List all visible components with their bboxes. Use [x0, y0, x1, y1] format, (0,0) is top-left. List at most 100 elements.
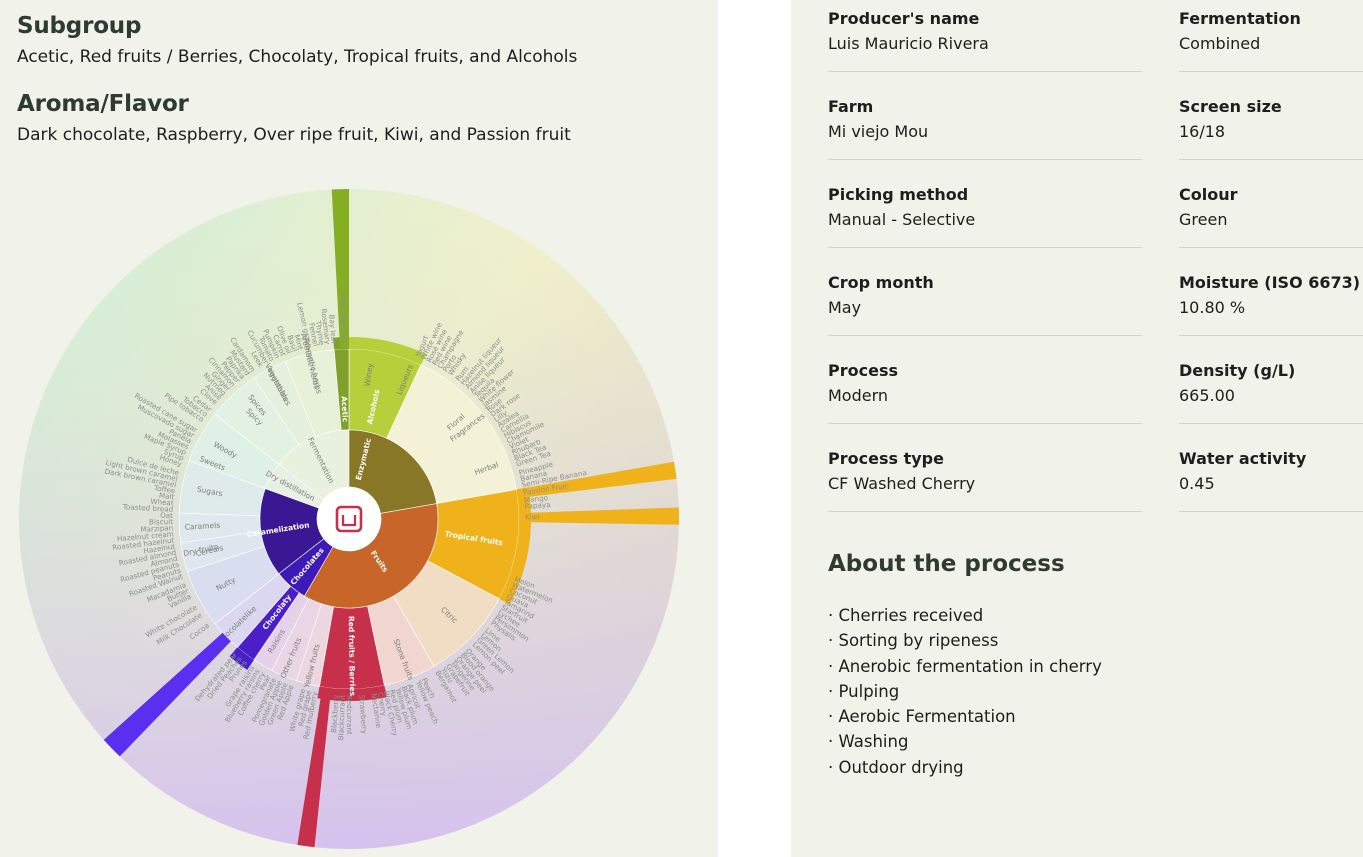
wheel-segment-chocolaty-band — [229, 647, 254, 670]
process-step: · Cherries received — [828, 606, 984, 625]
flavor-label-strawberry: Strawberry — [357, 694, 369, 735]
detail-value: Manual - Selective — [828, 210, 976, 229]
divider — [1179, 511, 1363, 512]
process-step: · Anerobic fermentation in cherry — [828, 656, 1102, 676]
detail-screen-size: Screen size 16/18 — [1179, 88, 1363, 176]
detail-label: Water activity — [1179, 449, 1307, 468]
detail-farm: Farm Mi viejo Mou — [828, 88, 1142, 176]
divider — [828, 335, 1142, 336]
process-step: · Sorting by ripeness — [828, 631, 999, 651]
detail-value: Green — [1179, 210, 1228, 229]
divider — [828, 159, 1142, 160]
detail-label: Fermentation — [1179, 9, 1301, 28]
divider — [828, 511, 1142, 512]
detail-label: Colour — [1179, 185, 1238, 204]
flavor-label-oat: Oat — [160, 511, 173, 520]
flavor-label-blackberry: Blackberry — [329, 693, 341, 733]
detail-value: Combined — [1179, 34, 1261, 53]
divider — [1179, 423, 1363, 424]
divider — [1179, 71, 1363, 72]
detail-value: Modern — [828, 386, 889, 405]
detail-label: Crop month — [828, 273, 934, 292]
detail-value: 10.80 % — [1179, 298, 1246, 317]
process-step: · Aerobic Fermentation — [828, 707, 1016, 727]
detail-process-type: Process type CF Washed Cherry — [828, 440, 1142, 528]
detail-value: 0.45 — [1179, 474, 1215, 493]
details-right-column: Fermentation Combined Screen size 16/18 … — [1179, 0, 1363, 528]
divider — [828, 247, 1142, 248]
process-steps-list: · Cherries received · Sorting by ripenes… — [828, 603, 1102, 780]
process-step: · Outdoor drying — [828, 757, 964, 777]
detail-water-activity: Water activity 0.45 — [1179, 440, 1363, 528]
highlight-raspberry[interactable] — [297, 686, 332, 848]
flavor-label-thyme: Thyme — [314, 319, 327, 346]
flavor-label-over-ripe-fruit: Over ripe fruit — [339, 292, 349, 343]
subgroup-title: Subgroup — [17, 13, 142, 39]
detail-value: CF Washed Cherry — [828, 474, 976, 493]
flavor-label-mint: Mint — [292, 333, 305, 351]
detail-producer: Producer's name Luis Mauricio Rivera — [828, 0, 1142, 88]
wheel-segment-alcohols-band — [349, 337, 426, 365]
detail-colour: Colour Green — [1179, 176, 1363, 264]
detail-label: Farm — [828, 97, 874, 116]
flavor-label-blackcurrant: Blackcurrant — [336, 695, 347, 741]
segment-label-winey: Winey — [363, 362, 375, 387]
right-panel — [791, 0, 1363, 857]
detail-value: May — [828, 298, 862, 317]
flavor-label-biscuit: Biscuit — [149, 517, 173, 526]
detail-label: Picking method — [828, 185, 969, 204]
highlight-dark-chocolate[interactable] — [103, 632, 231, 757]
detail-fermentation: Fermentation Combined — [1179, 0, 1363, 88]
detail-label: Producer's name — [828, 9, 980, 28]
highlight-passion-fruit[interactable] — [516, 461, 677, 499]
flavor-label-marzipan: Marzipan — [140, 523, 173, 534]
highlight-over-ripe-fruit[interactable] — [331, 189, 349, 350]
detail-process: Process Modern — [828, 352, 1142, 440]
flavor-label-wheat: Wheat — [150, 497, 174, 508]
detail-label: Process — [828, 361, 898, 380]
divider — [1179, 159, 1363, 160]
flavor-label-papaya: Papaya — [524, 500, 551, 511]
detail-value: Mi viejo Mou — [828, 122, 929, 141]
flavor-label-toffee: Toffee — [152, 483, 176, 495]
logo-icon-glyph — [341, 515, 357, 527]
detail-label: Screen size — [1179, 97, 1282, 116]
flavor-label-rosemary: Rosemary — [319, 308, 332, 345]
flavor-label-bay-leaf: Bay leaf — [327, 314, 339, 344]
flavor-label-fennel: Fennel — [307, 322, 320, 347]
divider — [828, 71, 1142, 72]
divider — [1179, 247, 1363, 248]
detail-value: 665.00 — [1179, 386, 1235, 405]
detail-label: Density (g/L) — [1179, 361, 1296, 380]
segment-label-acetic: Acetic — [340, 396, 350, 422]
wheel-segment-fruits[interactable] — [304, 503, 439, 609]
subgroup-text: Acetic, Red fruits / Berries, Chocolaty,… — [17, 47, 578, 67]
detail-crop-month: Crop month May — [828, 264, 1142, 352]
detail-value: Luis Mauricio Rivera — [828, 34, 989, 53]
segment-label-caramels: Caramels — [185, 521, 221, 532]
segment-label-red-fruits-berries: Red fruits / Berries — [347, 616, 357, 697]
detail-moisture: Moisture (ISO 6673) 10.80 % — [1179, 264, 1363, 352]
detail-picking-method: Picking method Manual - Selective — [828, 176, 1142, 264]
logo-icon-frame — [335, 505, 363, 533]
detail-label: Moisture (ISO 6673) — [1179, 273, 1361, 292]
detail-density: Density (g/L) 665.00 — [1179, 352, 1363, 440]
flavor-label-redcurrant: Redcurrant — [345, 695, 354, 735]
aroma-title: Aroma/Flavor — [17, 91, 189, 117]
wheel-segment-red-fruits-berries-band — [317, 685, 387, 701]
flavor-label-cherry: Cherry — [376, 691, 389, 717]
process-step: · Pulping — [828, 681, 900, 701]
flavor-label-malt: Malt — [159, 491, 176, 502]
process-step: · Washing — [828, 732, 909, 752]
divider — [1179, 335, 1363, 336]
detail-value: 16/18 — [1179, 122, 1226, 141]
about-process-title: About the process — [828, 551, 1065, 577]
flavor-label-toasted-bread: Toasted bread — [122, 502, 174, 514]
highlight-kiwi[interactable] — [518, 507, 679, 525]
divider — [828, 423, 1142, 424]
left-panel: Subgroup Acetic, Red fruits / Berries, C… — [0, 0, 718, 857]
aroma-text: Dark chocolate, Raspberry, Over ripe fru… — [17, 125, 571, 145]
flavor-label-mango: Mango — [524, 493, 549, 504]
flavor-label-kiwi: Kiwi — [525, 512, 540, 521]
